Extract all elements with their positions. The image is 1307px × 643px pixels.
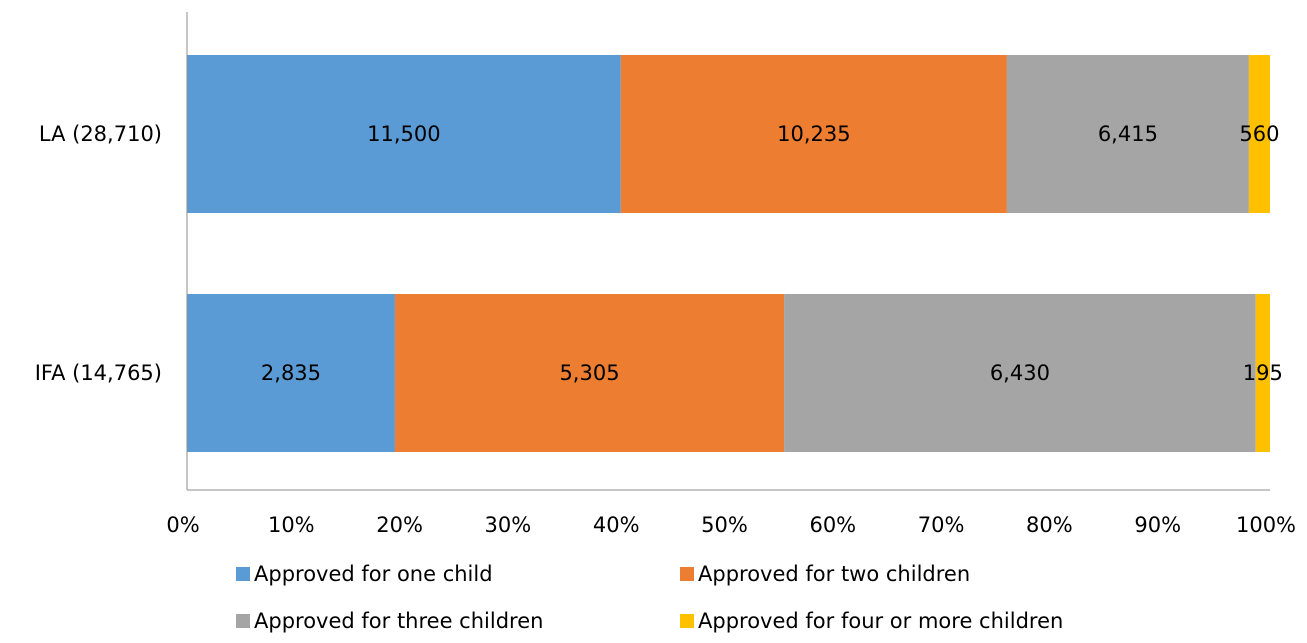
x-tick-label: 70% — [918, 513, 965, 537]
category-label: IFA (14,765) — [35, 361, 162, 385]
x-tick-label: 40% — [593, 513, 640, 537]
x-tick-label: 50% — [701, 513, 748, 537]
data-label: 5,305 — [559, 361, 619, 385]
data-label: 6,415 — [1098, 122, 1158, 146]
data-label: 10,235 — [777, 122, 850, 146]
legend: Approved for one child Approved for two c… — [236, 562, 1063, 633]
x-tick-label: 80% — [1026, 513, 1073, 537]
bars-layer — [187, 55, 1270, 452]
x-tick-label: 100% — [1236, 513, 1296, 537]
data-label: 6,430 — [990, 361, 1050, 385]
x-tick-label: 60% — [809, 513, 856, 537]
legend-swatch — [236, 614, 250, 628]
legend-swatch — [680, 614, 694, 628]
data-label: 2,835 — [261, 361, 321, 385]
bar-segment — [187, 294, 395, 452]
data-label: 195 — [1243, 361, 1283, 385]
legend-label: Approved for three children — [254, 609, 543, 633]
bar-segment — [1248, 55, 1270, 213]
legend-swatch — [680, 567, 694, 581]
x-tick-label: 30% — [485, 513, 532, 537]
bar-segment — [187, 55, 621, 213]
data-label: 560 — [1239, 122, 1279, 146]
data-label: 11,500 — [367, 122, 440, 146]
bar-segment — [620, 55, 1007, 213]
legend-swatch — [236, 567, 250, 581]
legend-label: Approved for two children — [698, 562, 970, 586]
category-label: LA (28,710) — [39, 122, 162, 146]
x-tick-label: 0% — [166, 513, 199, 537]
legend-label: Approved for four or more children — [698, 609, 1063, 633]
legend-label: Approved for one child — [254, 562, 493, 586]
bar-segment — [1006, 55, 1249, 213]
x-tick-label: 10% — [268, 513, 315, 537]
bar-segment — [1255, 294, 1270, 452]
axes-layer: LA (28,710) IFA (14,765) 0% 10% 20% 30% 40% 50%… — [35, 12, 1296, 537]
bar-segment — [784, 294, 1256, 452]
x-tick-label: 20% — [376, 513, 423, 537]
bar-segment — [394, 294, 785, 452]
x-tick-label: 90% — [1134, 513, 1181, 537]
data-labels-layer: 11,500 10,235 6,415 560 2,835 5,305 6,430 195 — [261, 122, 1283, 385]
